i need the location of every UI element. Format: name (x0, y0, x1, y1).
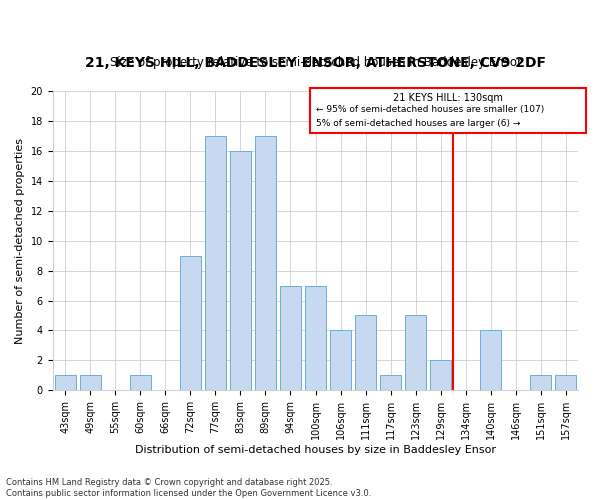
Title: Size of property relative to semi-detached houses in Baddesley Ensor: Size of property relative to semi-detach… (110, 56, 521, 69)
X-axis label: Distribution of semi-detached houses by size in Baddesley Ensor: Distribution of semi-detached houses by … (135, 445, 496, 455)
Bar (330, 330, 351, 390)
FancyBboxPatch shape (310, 88, 586, 133)
Text: Contains HM Land Registry data © Crown copyright and database right 2025.
Contai: Contains HM Land Registry data © Crown c… (6, 478, 371, 498)
Bar (179, 256, 201, 390)
Bar (430, 360, 451, 390)
Bar (555, 376, 577, 390)
Bar (480, 330, 502, 390)
Text: 21 KEYS HILL: 130sqm: 21 KEYS HILL: 130sqm (393, 92, 503, 102)
Bar (55, 376, 76, 390)
Bar (80, 376, 101, 390)
Text: ← 95% of semi-detached houses are smaller (107): ← 95% of semi-detached houses are smalle… (316, 105, 544, 114)
Bar (130, 376, 151, 390)
Bar (280, 286, 301, 391)
Bar (380, 376, 401, 390)
Text: 21, KEYS HILL, BADDESLEY ENSOR, ATHERSTONE, CV9 2DF: 21, KEYS HILL, BADDESLEY ENSOR, ATHERSTO… (85, 56, 546, 70)
Bar (255, 136, 276, 390)
Bar (230, 151, 251, 390)
Bar (305, 286, 326, 391)
Bar (530, 376, 551, 390)
Y-axis label: Number of semi-detached properties: Number of semi-detached properties (15, 138, 25, 344)
Bar (205, 136, 226, 390)
Bar (355, 316, 376, 390)
Bar (405, 316, 426, 390)
Text: 5% of semi-detached houses are larger (6) →: 5% of semi-detached houses are larger (6… (316, 118, 520, 128)
